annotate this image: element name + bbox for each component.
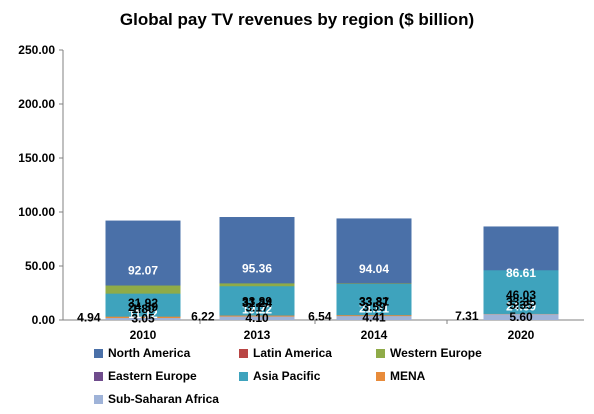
legend-item: MENA bbox=[376, 369, 425, 383]
legend-swatch bbox=[239, 348, 248, 358]
legend-swatch bbox=[94, 371, 103, 381]
data-label: 46.03 bbox=[506, 288, 536, 302]
data-label: 24.69 bbox=[506, 300, 536, 314]
data-label: 7.31 bbox=[455, 309, 479, 323]
legend-label: Latin America bbox=[253, 346, 332, 360]
axes: 0.00 50.00 100.00 150.00 200.00 250.00 2010 201… bbox=[18, 43, 584, 342]
data-label: 6.22 bbox=[191, 310, 215, 324]
bar-segment bbox=[219, 316, 295, 320]
legend-item: Eastern Europe bbox=[94, 369, 197, 383]
data-label: 4.10 bbox=[245, 311, 269, 325]
legend-label: North America bbox=[108, 346, 191, 360]
data-label: 31.24 bbox=[242, 296, 272, 310]
data-label: 31.92 bbox=[128, 296, 158, 310]
bar-segment bbox=[105, 318, 181, 320]
data-label: 21.01 bbox=[359, 302, 389, 316]
legend-label: Western Europe bbox=[390, 346, 482, 360]
data-label: 3.05 bbox=[131, 311, 155, 325]
legend-item: North America bbox=[94, 346, 190, 360]
chart-title: Global pay TV revenues by region ($ bill… bbox=[120, 10, 474, 29]
data-label: 33.37 bbox=[359, 295, 389, 309]
legend-swatch bbox=[94, 394, 103, 404]
bar-segment bbox=[336, 316, 412, 320]
bar-segment bbox=[483, 270, 559, 320]
y-tick-label: 50.00 bbox=[25, 259, 55, 273]
legend-swatch bbox=[376, 371, 385, 381]
data-label: 4.41 bbox=[362, 311, 386, 325]
legend-swatch bbox=[376, 348, 385, 358]
legend-item: Latin America bbox=[239, 346, 332, 360]
data-label: 3.17 bbox=[245, 301, 269, 315]
data-label: 24.39 bbox=[128, 300, 158, 314]
bar-segment bbox=[483, 314, 559, 320]
y-tick-label: 0.00 bbox=[32, 313, 56, 327]
legend-label: Eastern Europe bbox=[108, 369, 197, 383]
data-label: 5.60 bbox=[509, 310, 533, 324]
data-label: 4.94 bbox=[77, 310, 101, 324]
legend-label: Asia Pacific bbox=[253, 369, 321, 383]
data-label: 19.22 bbox=[242, 303, 272, 317]
y-tick-label: 200.00 bbox=[18, 97, 55, 111]
legend-item: Sub-Saharan Africa bbox=[94, 392, 219, 406]
legend-swatch bbox=[94, 348, 103, 358]
x-tick-label: 2013 bbox=[244, 328, 271, 342]
data-label: 33.35 bbox=[506, 295, 536, 309]
data-label: 92.07 bbox=[128, 263, 158, 277]
legend-label: MENA bbox=[390, 369, 426, 383]
data-label: 33.81 bbox=[359, 295, 389, 309]
y-tick-label: 250.00 bbox=[18, 43, 55, 57]
data-label: 5.35 bbox=[509, 298, 533, 312]
x-tick-label: 2014 bbox=[361, 328, 388, 342]
data-label: 95.36 bbox=[242, 262, 272, 276]
data-label: 94.04 bbox=[359, 262, 389, 276]
legend-label: Sub-Saharan Africa bbox=[108, 392, 219, 406]
legend-item: Asia Pacific bbox=[239, 369, 320, 383]
x-tick-label: 2010 bbox=[130, 328, 157, 342]
data-label: 3.59 bbox=[362, 300, 386, 314]
x-tick-label: 2020 bbox=[508, 328, 535, 342]
legend-swatch bbox=[239, 371, 248, 381]
legend-item: Western Europe bbox=[376, 346, 482, 360]
data-label: 6.54 bbox=[308, 309, 332, 323]
data-label: 33.89 bbox=[242, 295, 272, 309]
bar-segment bbox=[219, 286, 295, 320]
bar-segment bbox=[336, 283, 412, 320]
bar-segment bbox=[105, 293, 181, 320]
data-label: 86.61 bbox=[506, 266, 536, 280]
y-tick-label: 100.00 bbox=[18, 205, 55, 219]
data-label: 1.80 bbox=[131, 302, 155, 316]
data-label: 11.12 bbox=[128, 307, 158, 321]
y-tick-label: 150.00 bbox=[18, 151, 55, 165]
bars bbox=[105, 217, 559, 320]
